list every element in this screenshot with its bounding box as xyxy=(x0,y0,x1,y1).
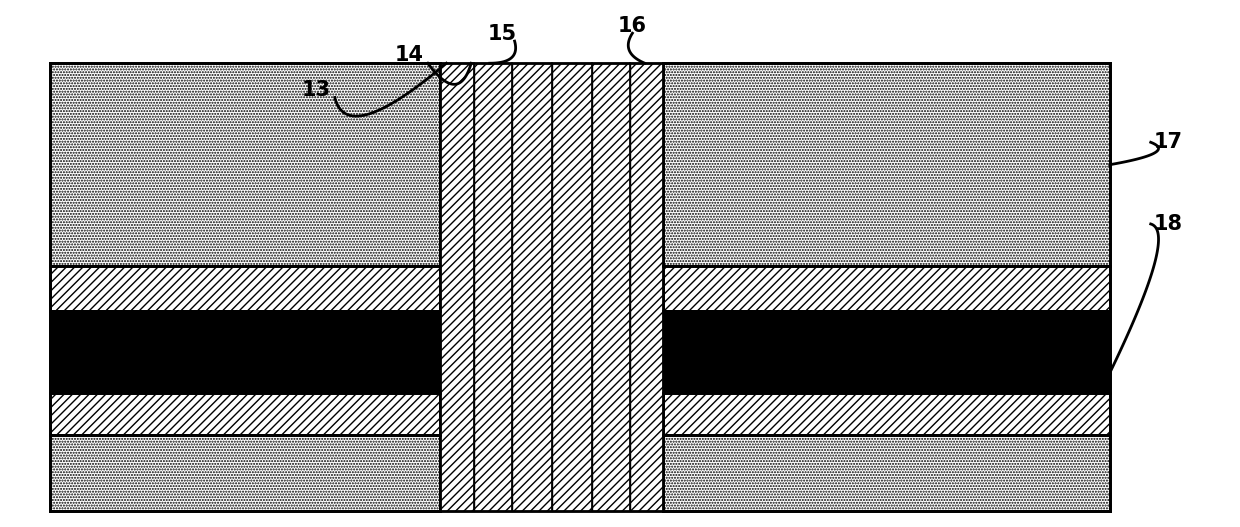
Bar xyxy=(440,63,474,511)
Bar xyxy=(512,63,552,511)
Bar xyxy=(50,311,440,393)
Bar xyxy=(630,63,663,511)
Bar xyxy=(50,63,440,266)
Text: 16: 16 xyxy=(618,16,647,36)
Text: 17: 17 xyxy=(1153,132,1182,152)
Bar xyxy=(663,393,1110,435)
Text: 13: 13 xyxy=(301,80,331,100)
Bar xyxy=(50,266,440,311)
Bar xyxy=(474,63,512,511)
Text: 14: 14 xyxy=(394,45,424,65)
Bar xyxy=(663,266,1110,311)
Text: 15: 15 xyxy=(487,24,517,44)
Bar xyxy=(50,435,440,511)
Bar xyxy=(591,63,630,511)
Bar xyxy=(50,393,440,435)
Text: 18: 18 xyxy=(1153,214,1182,234)
Bar xyxy=(663,435,1110,511)
Bar xyxy=(663,63,1110,266)
Bar xyxy=(663,311,1110,393)
Bar xyxy=(552,63,591,511)
